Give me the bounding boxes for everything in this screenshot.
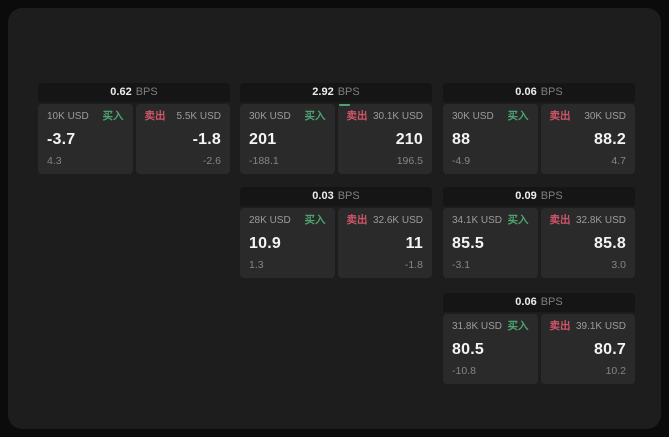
buy-size: 30K USD (249, 111, 291, 123)
spread-header: 0.62 BPS (38, 83, 230, 102)
spread-value: 0.03 (312, 190, 334, 202)
buy-price: 85.5 (452, 234, 484, 252)
spread-value: 0.62 (110, 86, 132, 98)
sell-quote-panel[interactable]: 卖出 39.1K USD 80.7 10.2 (540, 314, 635, 384)
buy-ref-value: -3.1 (452, 259, 471, 272)
quote-card-2: 2.92 BPS 30K USD 买入 201 -188.1 卖出 30.1K … (240, 83, 432, 174)
sell-price: 88.2 (594, 130, 626, 148)
sell-price: 11 (405, 234, 423, 252)
spread-unit: BPS (337, 190, 360, 202)
sell-side-label: 卖出 (346, 214, 368, 226)
buy-ref-value: -10.8 (452, 365, 476, 378)
quote-card-5: 0.09 BPS 34.1K USD 买入 85.5 -3.1 卖出 32.8K… (443, 187, 635, 278)
sell-ref-value: -1.8 (404, 259, 423, 272)
sell-price: 80.7 (594, 340, 626, 358)
buy-side-label: 买入 (507, 214, 529, 226)
sell-ref-value: 196.5 (396, 155, 423, 168)
sell-price: -1.8 (192, 130, 221, 148)
sell-ref-value: 10.2 (605, 365, 626, 378)
buy-side-label: 买入 (507, 110, 529, 122)
buy-quote-panel[interactable]: 28K USD 买入 10.9 1.3 (240, 208, 335, 278)
quote-card-1: 0.62 BPS 10K USD 买入 -3.7 4.3 卖出 5.5K USD… (38, 83, 230, 174)
buy-size: 30K USD (452, 111, 494, 123)
spread-value: 2.92 (312, 86, 334, 98)
sell-quote-panel[interactable]: 卖出 30.1K USD 210 196.5 (337, 104, 432, 174)
spread-header: 0.06 BPS (443, 293, 635, 312)
buy-ref-value: 1.3 (249, 259, 264, 272)
sell-quote-panel[interactable]: 卖出 5.5K USD -1.8 -2.6 (135, 104, 230, 174)
buy-quote-panel[interactable]: 34.1K USD 买入 85.5 -3.1 (443, 208, 538, 278)
spread-header: 0.06 BPS (443, 83, 635, 102)
quote-card-4: 0.03 BPS 28K USD 买入 10.9 1.3 卖出 32.6K US… (240, 187, 432, 278)
buy-ref-value: 4.3 (47, 155, 62, 168)
sell-quote-panel[interactable]: 卖出 32.6K USD 11 -1.8 (337, 208, 432, 278)
sell-ref-value: 3.0 (611, 259, 626, 272)
sell-ref-value: 4.7 (611, 155, 626, 168)
buy-quote-panel[interactable]: 30K USD 买入 88 -4.9 (443, 104, 538, 174)
sell-side-label: 卖出 (346, 110, 368, 122)
buy-quote-panel[interactable]: 30K USD 买入 201 -188.1 (240, 104, 335, 174)
buy-side-label: 买入 (102, 110, 124, 122)
buy-quote-panel[interactable]: 10K USD 买入 -3.7 4.3 (38, 104, 133, 174)
buy-size: 10K USD (47, 111, 89, 123)
buy-ref-value: -188.1 (249, 155, 279, 168)
sell-size: 32.6K USD (372, 215, 423, 227)
buy-side-label: 买入 (304, 110, 326, 122)
buy-price: 80.5 (452, 340, 484, 358)
spread-value: 0.09 (515, 190, 537, 202)
buy-price: 201 (249, 130, 277, 148)
sell-ref-value: -2.6 (202, 155, 221, 168)
spread-unit: BPS (540, 190, 563, 202)
buy-size: 31.8K USD (452, 321, 503, 333)
sell-size: 30.1K USD (372, 111, 423, 123)
sell-price: 85.8 (594, 234, 626, 252)
spread-unit: BPS (540, 296, 563, 308)
sell-size: 32.8K USD (575, 215, 626, 227)
buy-side-label: 买入 (304, 214, 326, 226)
spread-value: 0.06 (515, 296, 537, 308)
quote-card-3: 0.06 BPS 30K USD 买入 88 -4.9 卖出 30K USD 8… (443, 83, 635, 174)
sell-size: 30K USD (584, 111, 626, 123)
sell-size: 5.5K USD (176, 111, 221, 123)
buy-ref-value: -4.9 (452, 155, 471, 168)
spread-header: 0.03 BPS (240, 187, 432, 206)
buy-quote-panel[interactable]: 31.8K USD 买入 80.5 -10.8 (443, 314, 538, 384)
spread-value: 0.06 (515, 86, 537, 98)
buy-price: 88 (452, 130, 471, 148)
spread-header: 0.09 BPS (443, 187, 635, 206)
sell-side-label: 卖出 (144, 110, 166, 122)
sell-side-label: 卖出 (549, 110, 571, 122)
spread-unit: BPS (540, 86, 563, 98)
quote-card-6: 0.06 BPS 31.8K USD 买入 80.5 -10.8 卖出 39.1… (443, 293, 635, 384)
update-flash-indicator (338, 104, 350, 106)
sell-size: 39.1K USD (575, 321, 626, 333)
spread-unit: BPS (135, 86, 158, 98)
sell-side-label: 卖出 (549, 214, 571, 226)
spread-unit: BPS (337, 86, 360, 98)
buy-price: -3.7 (47, 130, 76, 148)
buy-price: 10.9 (249, 234, 281, 252)
buy-size: 28K USD (249, 215, 291, 227)
sell-quote-panel[interactable]: 卖出 32.8K USD 85.8 3.0 (540, 208, 635, 278)
buy-size: 34.1K USD (452, 215, 503, 227)
sell-side-label: 卖出 (549, 320, 571, 332)
buy-side-label: 买入 (507, 320, 529, 332)
sell-quote-panel[interactable]: 卖出 30K USD 88.2 4.7 (540, 104, 635, 174)
sell-price: 210 (395, 130, 423, 148)
spread-header: 2.92 BPS (240, 83, 432, 102)
